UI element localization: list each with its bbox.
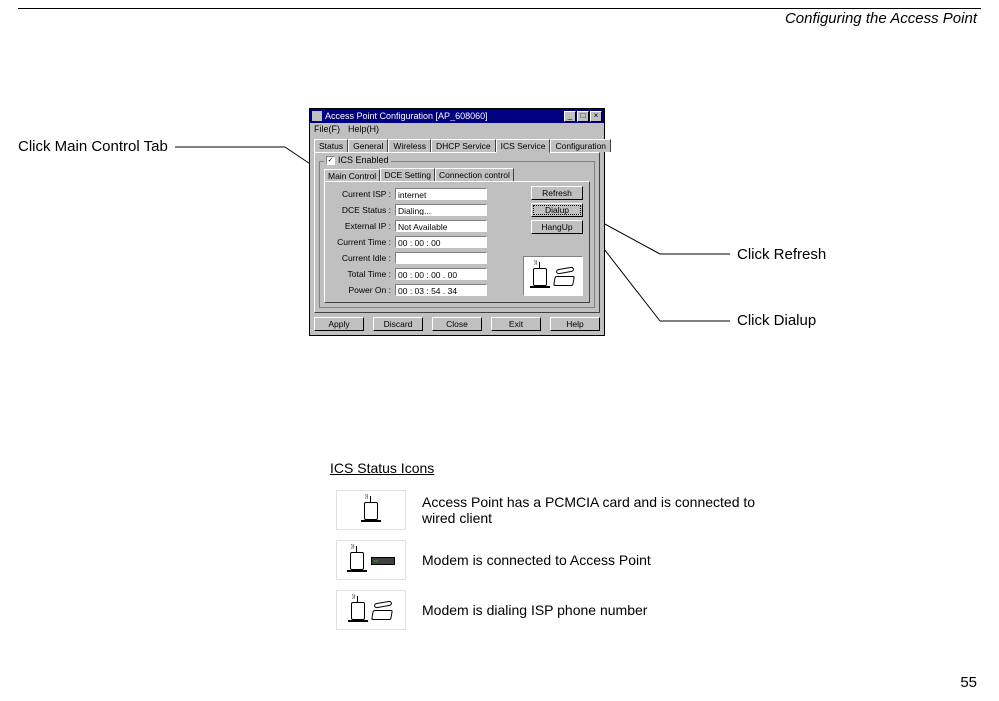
app-icon — [312, 111, 322, 121]
label-power-on: Power On : — [331, 285, 391, 295]
side-buttons: Refresh Dialup HangUp — [531, 186, 583, 234]
refresh-button[interactable]: Refresh — [531, 186, 583, 200]
legend-text-3: Modem is dialing ISP phone number — [422, 602, 647, 618]
field-current-isp[interactable]: internet — [395, 188, 487, 200]
field-external-ip: Not Available — [395, 220, 487, 232]
help-button[interactable]: Help — [550, 317, 600, 331]
close-button[interactable]: × — [590, 111, 602, 122]
ics-service-panel: ✓ ICS Enabled Main Control DCE Setting C… — [314, 152, 600, 313]
legend-row-2: )) Modem is connected to Access Point — [336, 540, 651, 580]
leader-dialup — [590, 231, 730, 323]
ics-enabled-checkbox[interactable]: ✓ — [326, 156, 335, 165]
legend-row-1: )) Access Point has a PCMCIA card and is… — [336, 490, 762, 530]
tab-status[interactable]: Status — [314, 139, 348, 152]
page-number: 55 — [960, 674, 977, 691]
callout-dialup: Click Dialup — [737, 312, 816, 329]
legend-title: ICS Status Icons — [330, 460, 434, 476]
access-point-config-dialog: Access Point Configuration [AP_608060] _… — [309, 108, 605, 336]
main-tab-row: Status General Wireless DHCP Service ICS… — [310, 135, 604, 152]
tab-dhcp-service[interactable]: DHCP Service — [431, 139, 496, 152]
dialup-button[interactable]: Dialup — [531, 203, 583, 217]
subtab-connection-control[interactable]: Connection control — [435, 168, 514, 181]
legend-text-1: Access Point has a PCMCIA card and is co… — [422, 494, 762, 526]
maximize-button[interactable]: □ — [577, 111, 589, 122]
tab-ics-service[interactable]: ICS Service — [496, 139, 551, 153]
field-dce-status: Dialing... — [395, 204, 487, 216]
header-title: Configuring the Access Point — [785, 10, 977, 27]
callout-refresh: Click Refresh — [737, 246, 826, 263]
legend-row-3: )) Modem is dialing ISP phone number — [336, 590, 647, 630]
field-current-time: 00 : 00 : 00 — [395, 236, 487, 248]
tab-configuration[interactable]: Configuration — [550, 139, 611, 152]
menubar: File(F) Help(H) — [310, 123, 604, 135]
ap-with-signal-icon: )) — [530, 264, 550, 288]
hangup-button[interactable]: HangUp — [531, 220, 583, 234]
menu-file[interactable]: File(F) — [314, 124, 340, 134]
label-dce-status: DCE Status : — [331, 205, 391, 215]
menu-help[interactable]: Help(H) — [348, 124, 379, 134]
sub-tab-row: Main Control DCE Setting Connection cont… — [324, 168, 590, 181]
legend-text-2: Modem is connected to Access Point — [422, 552, 651, 568]
legend-icon-modem-connected: )) — [336, 540, 406, 580]
ics-enabled-legend: ✓ ICS Enabled — [324, 155, 391, 165]
phone-dialing-icon — [554, 266, 576, 286]
titlebar-text: Access Point Configuration [AP_608060] — [325, 111, 563, 121]
subtab-dce-setting[interactable]: DCE Setting — [380, 168, 435, 181]
label-external-ip: External IP : — [331, 221, 391, 231]
close-dialog-button[interactable]: Close — [432, 317, 482, 331]
legend-icon-ap-wired: )) — [336, 490, 406, 530]
leader-refresh — [590, 216, 730, 256]
minimize-button[interactable]: _ — [564, 111, 576, 122]
exit-button[interactable]: Exit — [491, 317, 541, 331]
ics-enabled-text: ICS Enabled — [338, 155, 389, 165]
titlebar[interactable]: Access Point Configuration [AP_608060] _… — [310, 109, 604, 123]
main-control-panel: Current ISP : internet DCE Status : Dial… — [324, 181, 590, 303]
tab-wireless[interactable]: Wireless — [388, 139, 431, 152]
field-power-on: 00 : 03 : 54 . 34 — [395, 284, 487, 296]
ics-enabled-group: ✓ ICS Enabled Main Control DCE Setting C… — [319, 161, 595, 308]
field-current-idle — [395, 252, 487, 264]
label-current-idle: Current Idle : — [331, 253, 391, 263]
tab-general[interactable]: General — [348, 139, 388, 152]
callout-main-control: Click Main Control Tab — [18, 138, 168, 155]
bottom-button-row: Apply Discard Close Exit Help — [310, 313, 604, 335]
label-current-isp: Current ISP : — [331, 189, 391, 199]
apply-button[interactable]: Apply — [314, 317, 364, 331]
header-rule — [18, 8, 981, 9]
label-current-time: Current Time : — [331, 237, 391, 247]
status-icon-display: )) — [523, 256, 583, 296]
legend-icon-modem-dialing: )) — [336, 590, 406, 630]
field-total-time: 00 : 00 : 00 . 00 — [395, 268, 487, 280]
discard-button[interactable]: Discard — [373, 317, 423, 331]
label-total-time: Total Time : — [331, 269, 391, 279]
